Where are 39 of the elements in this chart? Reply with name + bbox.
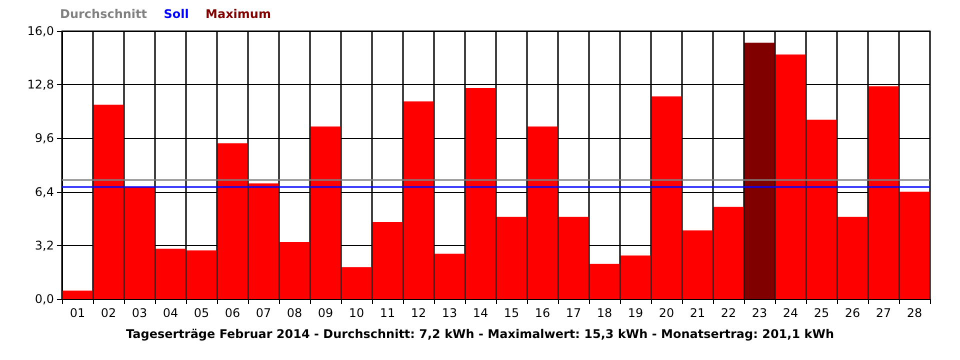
x-tick-label: 11 [380,306,396,320]
x-tick-label: 06 [224,306,240,320]
ref-line-label: Soll [164,7,189,21]
y-tick-label: 6,4 [34,184,54,199]
x-tick-label: 03 [132,306,148,320]
bar [744,42,775,299]
x-tick-label: 25 [814,306,830,320]
x-tick-label: 12 [410,306,426,320]
x-tick-label: 20 [658,306,674,320]
x-tick-label: 19 [628,306,644,320]
text: Maximum [206,7,271,21]
x-tick-label: 24 [782,306,798,320]
y-tick-label: 9,6 [34,131,54,146]
x-tick-label: 15 [504,306,520,320]
x-tick-label: 14 [472,306,488,320]
x-tick-label: 17 [566,306,582,320]
y-tick-label: 16,0 [27,24,54,38]
x-tick-label: 18 [596,306,612,320]
text: Tageserträge Februar 2014 - Durchschnitt: 7,2 kWh - Maximalwert: 15,3 kWh - Monatsertrag: 201,1 kWh [126,327,834,341]
x-tick-label: 09 [318,306,334,320]
x-tick-label: 08 [286,306,302,320]
x-tick-label: 27 [876,306,892,320]
x-tick-label: 22 [720,306,736,320]
y-tick-label: 3,2 [34,238,54,252]
x-tick-label: 07 [256,306,272,320]
x-tick-label: 21 [690,306,706,320]
x-tick-label: 01 [70,306,86,320]
x-tick-label: 16 [534,306,550,320]
x-tick-label: 13 [442,306,458,320]
y-tick-label: 12,8 [27,78,54,92]
y-tick-label: 0,0 [34,292,54,306]
x-tick-label: 28 [906,306,922,320]
x-tick-label: 05 [194,306,210,320]
x-tick-label: 26 [844,306,860,320]
ref-line-label: Durchschnitt [60,7,148,21]
x-tick-label: 10 [348,306,364,320]
x-tick-label: 02 [100,306,116,320]
x-tick-label: 23 [752,306,768,320]
x-tick-label: 04 [162,306,178,320]
